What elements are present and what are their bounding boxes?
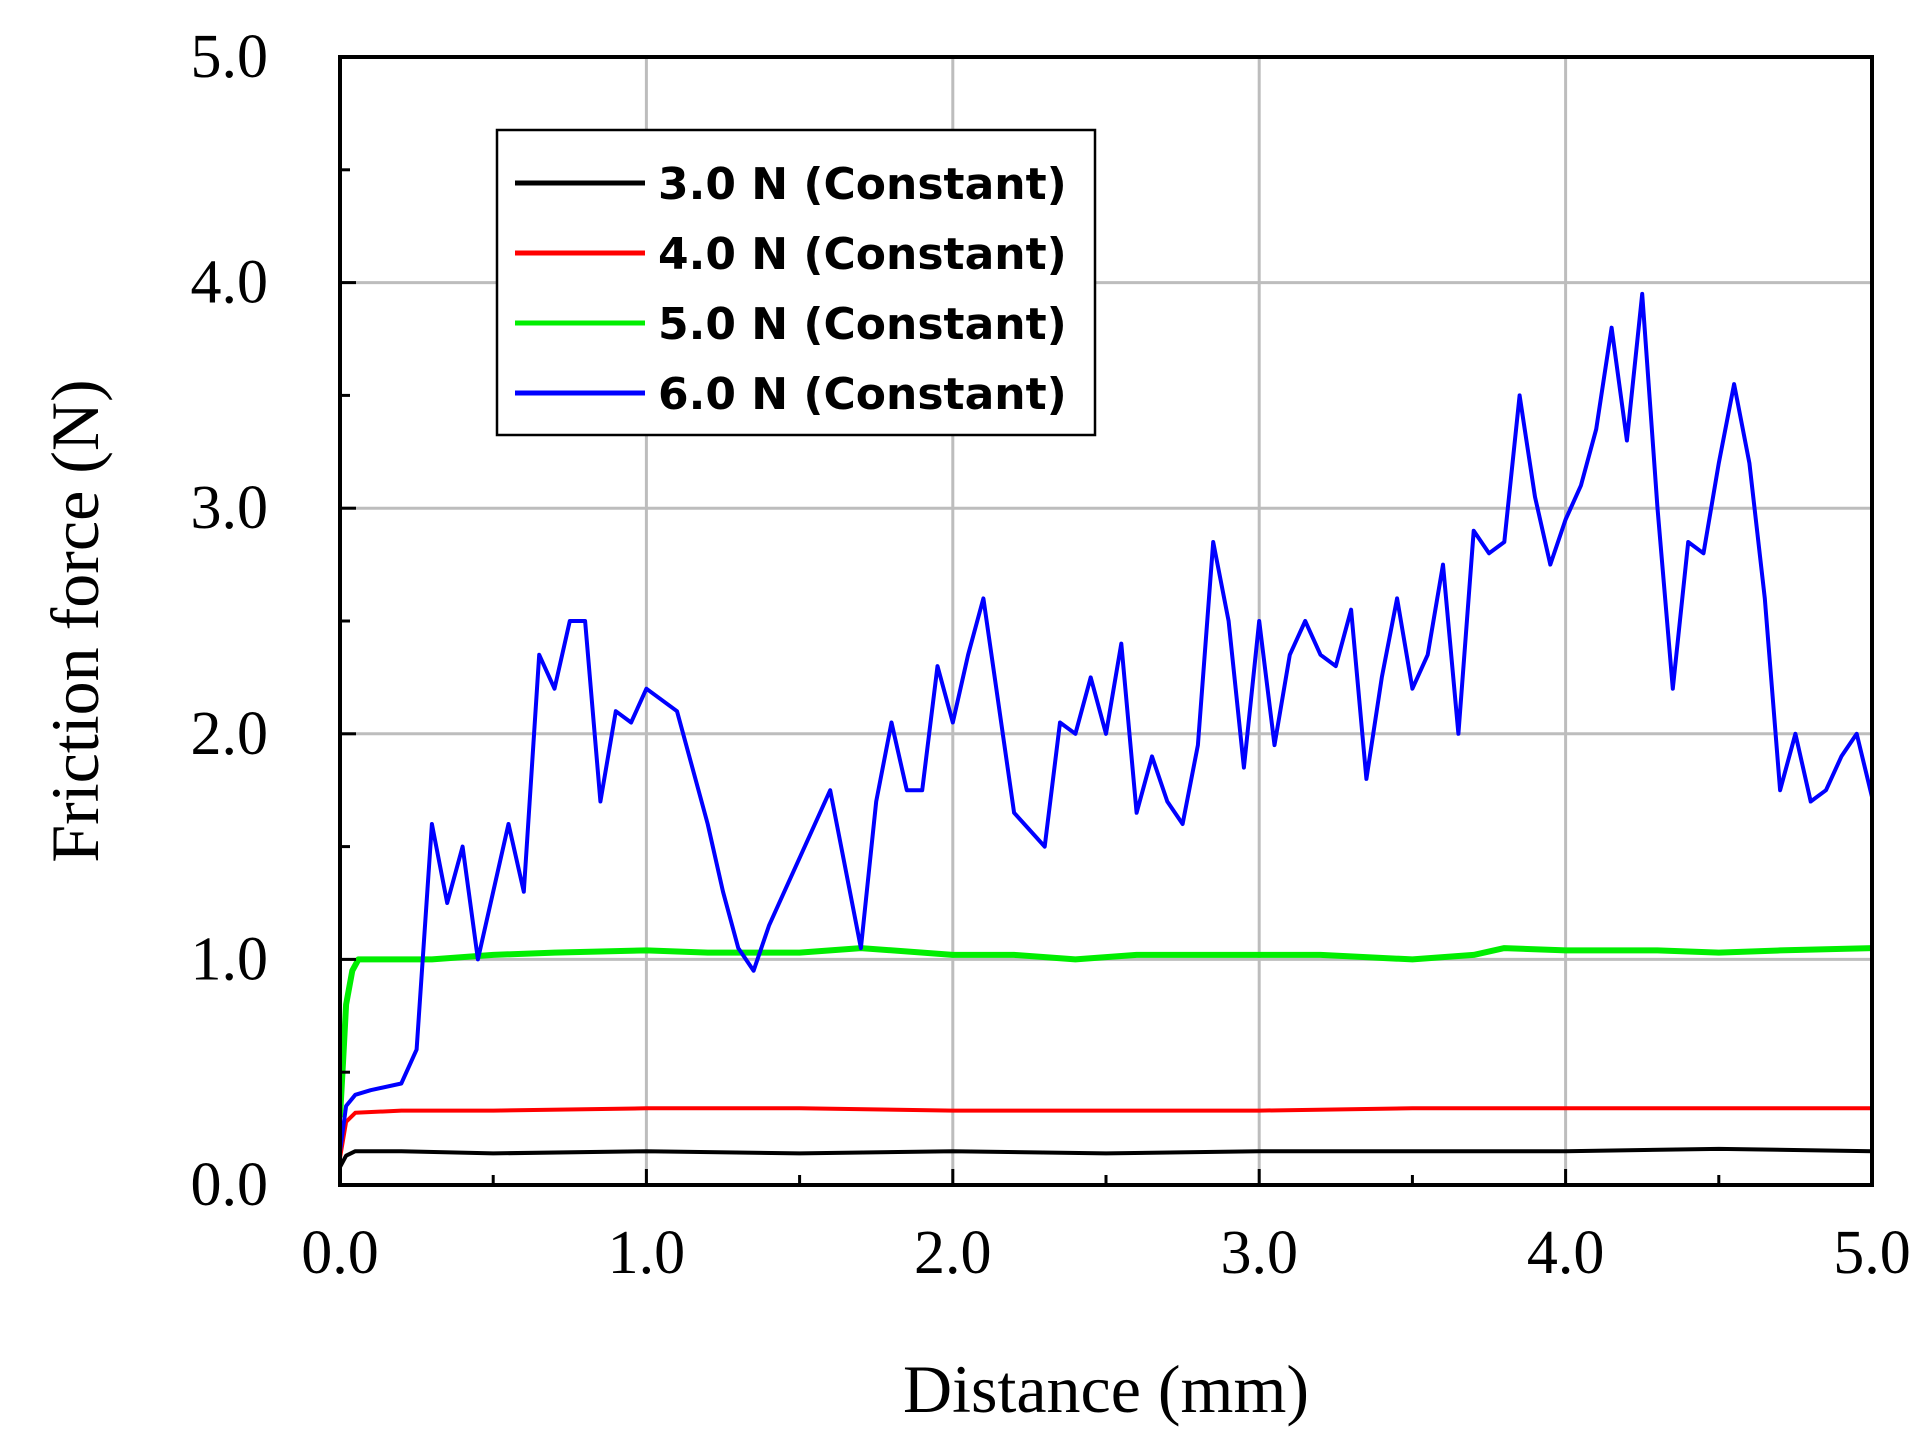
y-tick-label-3: 3.0 [191,474,269,542]
y-tick-label-4: 4.0 [191,249,269,317]
y-tick-label-0: 0.0 [191,1151,269,1219]
legend-label-3: 6.0 N (Constant) [658,369,1067,420]
y-tick-label-2: 2.0 [191,700,269,768]
x-tick-labels: 0.0 1.0 2.0 3.0 4.0 5.0 [301,1219,1911,1287]
x-tick-label-1: 1.0 [608,1219,686,1287]
series-line-0 [340,1146,1872,1168]
x-tick-label-3: 3.0 [1220,1219,1298,1287]
legend-label-1: 4.0 N (Constant) [658,229,1067,280]
y-tick-label-5: 5.0 [191,23,269,91]
legend-items: 3.0 N (Constant) 4.0 N (Constant) 5.0 N (C… [515,159,1067,420]
x-tick-label-2: 2.0 [914,1219,992,1287]
series-line-2 [340,945,1872,1118]
x-tick-label-5: 5.0 [1833,1219,1911,1287]
series-line-1 [340,1106,1872,1159]
y-tick-label-1: 1.0 [191,925,269,993]
y-tick-labels: 0.0 1.0 2.0 3.0 4.0 5.0 [191,23,269,1219]
legend: 3.0 N (Constant) 4.0 N (Constant) 5.0 N (C… [495,128,1097,437]
y-axis-title: Friction force (N) [37,379,113,862]
legend-label-2: 5.0 N (Constant) [658,299,1067,350]
x-tick-label-4: 4.0 [1527,1219,1605,1287]
x-tick-label-0: 0.0 [301,1219,379,1287]
series-line-3 [340,291,1872,1152]
axis-ticks [338,55,1874,1187]
legend-label-0: 3.0 N (Constant) [658,159,1067,210]
x-axis-title: Distance (mm) [903,1351,1309,1427]
series-layer [340,291,1872,1168]
